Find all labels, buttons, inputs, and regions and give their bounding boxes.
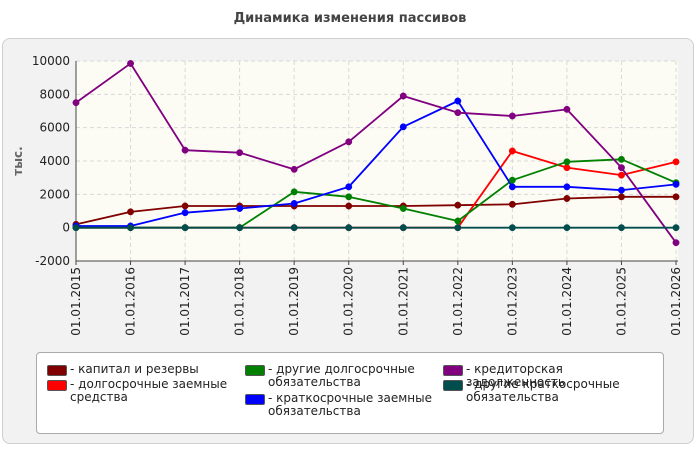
data-point-s2-11	[618, 171, 625, 179]
data-point-s4-6	[345, 183, 353, 191]
data-point-s6-3	[181, 224, 189, 232]
y-tick-label: 0	[62, 221, 70, 235]
series-line-1	[75, 195, 676, 226]
data-point-s4-7	[399, 123, 407, 131]
legend-swatch	[47, 365, 67, 376]
x-tick-label: 01.01.2026	[669, 267, 683, 336]
legend-item-1: - капитал и резервы	[47, 363, 237, 376]
data-point-s5-10	[563, 105, 571, 113]
x-tick-label: 01.01.2015	[69, 267, 83, 336]
data-point-s5-1	[72, 99, 80, 107]
legend-item-2: - долгосрочные заемные средства	[47, 378, 237, 404]
data-point-s1-11	[618, 193, 625, 201]
x-tick-label: 01.01.2020	[342, 267, 356, 336]
y-tick-label: 4000	[39, 154, 70, 168]
data-point-s5-2	[127, 60, 134, 67]
series-line-5	[75, 62, 677, 244]
data-point-s6-2	[127, 224, 134, 232]
data-point-s3-5	[290, 188, 298, 196]
data-point-s4-8	[454, 97, 462, 105]
legend-label: - кредиторская задолженность	[466, 362, 565, 389]
legend-label: - долгосрочные заемные средства	[70, 377, 228, 404]
data-point-s5-11	[618, 164, 625, 172]
data-point-s6-9	[508, 224, 516, 232]
x-tick-label: 01.01.2023	[505, 267, 519, 336]
legend-swatch	[245, 365, 265, 376]
x-tick-label: 01.01.2019	[287, 267, 301, 336]
data-point-s5-7	[399, 92, 407, 100]
data-point-s2-9	[508, 147, 516, 155]
data-point-s4-4	[236, 205, 244, 212]
x-tick-label: 01.01.2018	[233, 267, 247, 336]
data-point-s5-9	[508, 112, 516, 120]
data-point-s5-5	[290, 165, 298, 173]
legend-item-5: - кредиторская задолженность	[443, 363, 663, 389]
x-tick-label: 01.01.2017	[178, 267, 192, 336]
x-tick-label: 01.01.2022	[451, 267, 465, 336]
legend-item-4: - краткосрочные заемные обязательства	[245, 392, 435, 418]
data-point-s3-11	[618, 155, 625, 163]
data-point-s4-10	[563, 183, 571, 191]
y-tick-label: 8000	[39, 87, 70, 101]
data-point-s1-2	[127, 208, 134, 216]
data-point-s6-1	[72, 224, 80, 232]
y-axis-label: тыс.	[11, 146, 25, 175]
data-point-s2-10	[563, 164, 571, 172]
data-point-s4-3	[181, 209, 189, 217]
legend-label: - капитал и резервы	[70, 362, 199, 376]
data-point-s1-9	[508, 200, 516, 208]
legend-label: - другие краткосрочные обязательства	[466, 377, 620, 404]
data-point-s5-8	[454, 109, 462, 117]
chart-title: Динамика изменения пассивов	[233, 11, 467, 26]
data-point-s6-11	[618, 224, 625, 232]
data-point-s1-6	[345, 202, 353, 210]
legend-swatch	[443, 365, 463, 376]
data-point-s6-8	[454, 224, 462, 232]
data-point-s6-7	[399, 224, 407, 232]
legend-label: - краткосрочные заемные обязательства	[268, 391, 432, 418]
x-tick-label: 01.01.2016	[124, 267, 138, 336]
data-point-s6-5	[290, 224, 298, 232]
x-tick-label: 01.01.2024	[560, 267, 574, 336]
data-point-s5-12	[672, 239, 680, 247]
data-point-s3-7	[399, 205, 407, 212]
legend: - капитал и резервы - долгосрочные заемны…	[36, 352, 664, 434]
data-point-s6-10	[563, 224, 571, 232]
series-line-4	[76, 100, 677, 227]
legend-swatch	[443, 380, 463, 391]
data-point-s1-12	[672, 193, 680, 201]
data-point-s3-6	[345, 193, 353, 201]
x-tick-label: 01.01.2025	[614, 267, 628, 336]
legend-label: - другие долгосрочные обязательства	[268, 362, 415, 389]
data-point-s2-12	[672, 158, 680, 166]
data-point-s3-9	[508, 176, 516, 184]
data-point-s1-8	[454, 201, 462, 209]
data-point-s5-3	[181, 146, 189, 154]
data-point-s6-4	[236, 224, 244, 232]
y-tick-label: -2000	[35, 254, 70, 268]
data-point-s3-8	[454, 217, 462, 225]
y-tick-label: 6000	[39, 121, 70, 135]
data-point-s6-6	[345, 224, 353, 232]
x-tick-label: 01.01.2021	[396, 267, 410, 336]
data-point-s4-12	[672, 180, 680, 188]
legend-item-3: - другие долгосрочные обязательства	[245, 363, 435, 389]
data-point-s4-5	[290, 200, 298, 207]
data-point-s1-10	[563, 195, 571, 202]
legend-swatch	[245, 394, 265, 405]
legend-item-6: - другие краткосрочные обязательства	[443, 378, 663, 404]
y-tick-label: 2000	[39, 187, 70, 201]
data-point-s5-4	[236, 149, 244, 157]
data-point-s3-10	[563, 158, 571, 166]
data-point-s4-9	[508, 183, 516, 191]
y-tick-label: 10000	[32, 54, 70, 68]
data-point-s4-11	[618, 186, 625, 194]
data-point-s5-6	[345, 138, 353, 146]
legend-swatch	[47, 380, 67, 391]
data-point-s6-12	[672, 224, 680, 232]
data-point-s1-3	[181, 202, 189, 210]
